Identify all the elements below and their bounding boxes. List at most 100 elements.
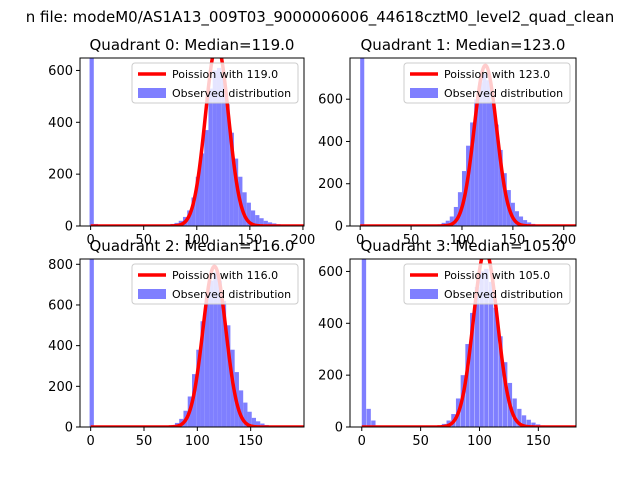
legend-bar-swatch <box>410 289 438 299</box>
panel-title: Quadrant 3: Median=105.0 <box>361 237 566 255</box>
histogram-bar <box>216 67 222 226</box>
y-tick-label: 600 <box>318 93 343 108</box>
histogram-bar <box>204 294 210 427</box>
legend-label-poisson: Poission with 123.0 <box>444 68 550 81</box>
histogram-bar <box>267 222 273 226</box>
legend-bar-swatch <box>138 88 166 98</box>
x-tick-label: 50 <box>135 233 152 248</box>
histogram-bar <box>470 312 475 427</box>
poisson-curve <box>358 63 576 226</box>
legend-label-observed: Observed distribution <box>172 87 291 100</box>
histogram-bar <box>486 80 491 226</box>
histogram-bar <box>89 259 94 427</box>
histogram-bar <box>482 73 487 226</box>
legend-label-poisson: Poission with 105.0 <box>444 269 550 282</box>
histogram-bar <box>263 220 268 226</box>
histogram-bar <box>196 349 201 427</box>
panel-quadrant-1: 0 50 100 150 200 0 200 400 600 Quadrant 1: Median… <box>318 36 577 248</box>
histogram-bar <box>521 415 527 427</box>
histogram-bar <box>512 398 517 427</box>
histogram-bar <box>200 321 205 427</box>
histogram-bar <box>238 390 244 427</box>
x-tick-label: 0 <box>87 434 95 449</box>
histogram-bar <box>518 216 524 226</box>
y-tick-label: 600 <box>318 265 343 280</box>
x-tick-label: 150 <box>237 233 262 248</box>
histogram-bar <box>246 202 251 226</box>
x-tick-label: 50 <box>136 434 153 449</box>
histogram-bar <box>89 58 94 226</box>
axes-frame <box>349 258 577 428</box>
histogram-bar <box>195 176 200 226</box>
legend-box <box>403 62 571 104</box>
x-tick-label: 200 <box>291 233 316 248</box>
legend-box <box>131 263 299 305</box>
plot-area <box>89 259 304 427</box>
histogram-bar <box>259 218 264 226</box>
x-tick-label: 0 <box>356 233 364 248</box>
histogram-bar <box>209 280 214 427</box>
histogram-bar <box>361 259 367 427</box>
histogram-bar <box>229 132 234 226</box>
legend-label-poisson: Poission with 116.0 <box>172 269 278 282</box>
histogram-bar <box>204 130 209 226</box>
histogram-bar <box>531 422 536 427</box>
histogram-bar <box>478 82 483 226</box>
plot-area <box>89 58 304 226</box>
histogram-bar <box>226 325 231 427</box>
histogram-bar <box>449 216 454 226</box>
histogram-bar <box>493 307 498 427</box>
x-tick-label: 50 <box>403 233 420 248</box>
plot-area <box>358 58 576 226</box>
x-tick-label: 0 <box>358 434 366 449</box>
histogram-bar <box>251 417 256 427</box>
legend-bar-swatch <box>410 88 438 98</box>
y-tick-label: 800 <box>48 258 73 273</box>
legend-label-observed: Observed distribution <box>444 288 563 301</box>
y-tick-label: 600 <box>48 64 73 79</box>
x-tick-label: 100 <box>185 434 210 449</box>
axes-frame <box>79 258 305 428</box>
axes-frame <box>79 57 305 227</box>
histogram-bar <box>213 272 218 427</box>
y-tick-label: 400 <box>48 339 73 354</box>
histogram-bar <box>526 419 531 427</box>
y-tick-label: 0 <box>335 220 343 235</box>
panel-quadrant-0: 0 50 100 150 200 0 200 400 600 Quadrant 0: Median… <box>48 36 316 248</box>
histogram-bar <box>371 420 376 427</box>
x-tick-label: 150 <box>238 434 263 449</box>
legend-label-observed: Observed distribution <box>444 87 563 100</box>
y-tick-label: 0 <box>65 220 73 235</box>
histogram-bar <box>256 421 261 427</box>
x-tick-label: 0 <box>86 233 94 248</box>
histogram-bar <box>494 124 499 226</box>
poisson-curve <box>89 264 304 427</box>
x-tick-label: 200 <box>551 233 576 248</box>
histogram-bar <box>360 58 365 226</box>
histogram-bar <box>470 122 475 226</box>
y-tick-label: 200 <box>318 177 343 192</box>
figure-suptitle: n file: modeM0/AS1A13_009T03_9000006006_… <box>25 8 615 26</box>
x-tick-label: 150 <box>526 434 551 449</box>
panel-quadrant-2: 0 50 100 150 0 200 400 600 800 Quadrant 2: Median… <box>48 237 305 449</box>
histogram-bar <box>250 210 256 226</box>
plot-area <box>360 259 576 427</box>
panel-quadrant-3: 0 50 100 150 0 200 400 600 Quadrant 3: Median=10… <box>318 237 577 449</box>
legend-label-poisson: Poission with 119.0 <box>172 68 278 81</box>
histogram-bar <box>474 99 479 226</box>
histogram-bar <box>242 192 247 226</box>
histogram-bar <box>225 104 230 226</box>
histogram-bar <box>199 153 205 226</box>
histogram-bar <box>514 211 519 226</box>
histogram-bar <box>208 88 213 226</box>
panel-title: Quadrant 1: Median=123.0 <box>361 36 566 54</box>
histogram-bar <box>233 158 239 226</box>
histogram-bar <box>217 280 222 427</box>
y-tick-label: 400 <box>48 116 73 131</box>
histogram-bar <box>247 411 252 427</box>
histogram-bar <box>517 408 522 427</box>
y-tick-label: 600 <box>48 298 73 313</box>
legend-bar-swatch <box>138 289 166 299</box>
histogram-bar <box>445 220 450 226</box>
